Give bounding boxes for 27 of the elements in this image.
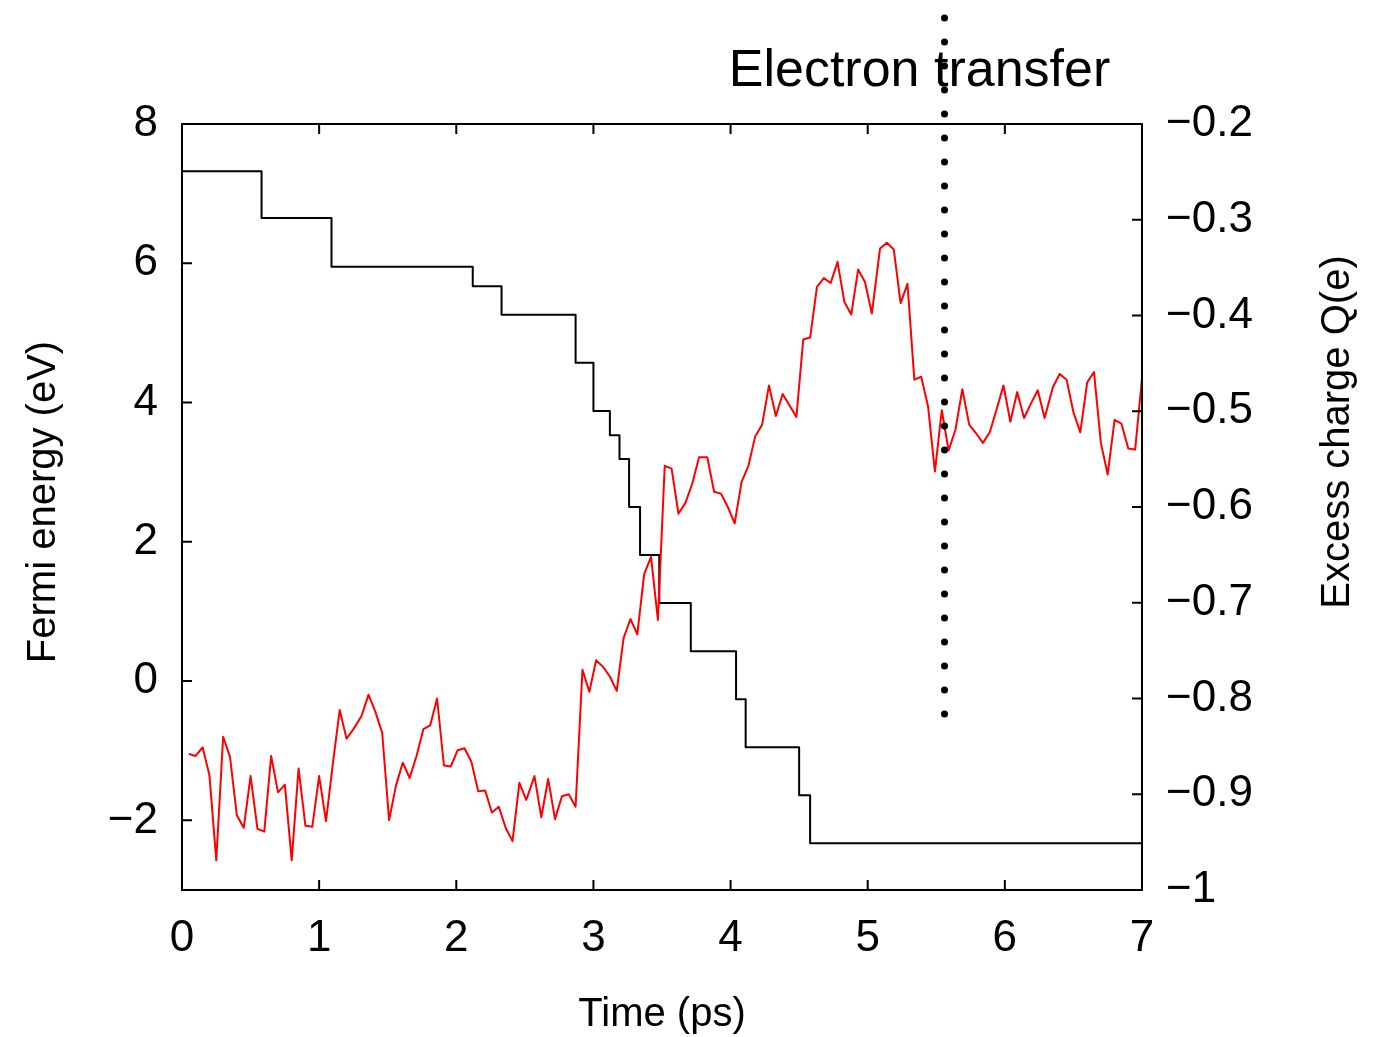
x-axis-title: Time (ps) — [578, 990, 746, 1034]
y2-tick-label: −0.4 — [1166, 287, 1253, 337]
y-tick-label: 6 — [133, 235, 158, 285]
x-tick-label: 1 — [306, 910, 332, 960]
y2-tick-label: −0.2 — [1166, 96, 1253, 146]
y-axis-title: Fermi energy (eV) — [19, 340, 64, 664]
y-tick-label: −2 — [107, 792, 158, 842]
ref-line-label: Electron transfer — [728, 39, 1111, 97]
y2-tick-label: −0.8 — [1166, 670, 1253, 720]
y-tick-label: 4 — [133, 374, 158, 424]
x-tick-label: 7 — [1129, 910, 1155, 960]
y-tick-label: 8 — [133, 96, 158, 146]
y-tick-label: 0 — [133, 653, 158, 703]
x-tick-label: 0 — [169, 910, 195, 960]
y-tick-label: 2 — [133, 513, 158, 563]
y2-tick-label: −0.7 — [1166, 574, 1253, 624]
y2-tick-label: −0.6 — [1166, 479, 1253, 529]
x-tick-label: 6 — [992, 910, 1018, 960]
x-tick-label: 3 — [581, 910, 606, 960]
y2-tick-label: −0.5 — [1166, 383, 1253, 433]
y2-tick-label: −0.3 — [1166, 191, 1253, 241]
y2-tick-label: −0.9 — [1166, 766, 1253, 816]
x-tick-label: 5 — [855, 910, 880, 960]
y2-axis-title: Excess charge Q(e) — [1313, 255, 1358, 609]
y2-tick-label: −1 — [1166, 862, 1217, 912]
x-tick-label: 4 — [718, 910, 743, 960]
x-tick-label: 2 — [444, 910, 469, 960]
